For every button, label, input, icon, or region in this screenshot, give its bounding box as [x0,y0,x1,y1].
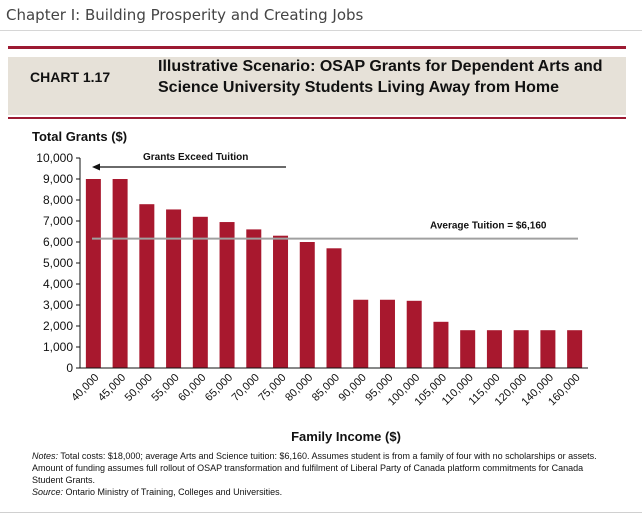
y-tick-label: 6,000 [43,235,73,249]
x-tick-label: 40,000 [69,372,101,404]
document-header: Chapter I: Building Prosperity and Creat… [6,6,364,24]
notes-text: Total costs: $18,000; average Arts and S… [32,451,597,485]
bar [166,209,182,368]
bar [567,330,583,368]
bar [540,330,556,368]
header-divider [0,30,642,31]
y-tick-label: 1,000 [43,340,73,354]
x-tick-label: 70,000 [230,372,262,404]
x-tick-label: 45,000 [96,372,128,404]
chart-container: CHART 1.17 Illustrative Scenario: OSAP G… [8,46,626,511]
bar [513,330,529,368]
x-tick-label: 60,000 [176,372,208,404]
y-tick-label: 5,000 [43,256,73,270]
x-tick-label: 55,000 [149,372,181,404]
annotation-arrow-head [92,163,100,171]
bar [353,299,369,368]
bar [85,179,101,368]
y-tick-label: 8,000 [43,193,73,207]
y-tick-label: 2,000 [43,319,73,333]
bar [246,229,262,368]
y-tick-label: 9,000 [43,172,73,186]
chart-title: Illustrative Scenario: OSAP Grants for D… [158,58,603,96]
source-text: Ontario Ministry of Training, Colleges a… [65,487,283,497]
y-tick-label: 3,000 [43,298,73,312]
annotation-label: Grants Exceed Tuition [143,152,248,163]
x-axis-label: Family Income ($) [291,429,401,444]
bar [192,216,208,368]
bar [139,204,155,368]
x-tick-label: 85,000 [310,372,342,404]
chart-title-band [8,57,626,115]
title-band-rule [8,117,626,119]
y-tick-label: 10,000 [36,151,73,165]
chart-number: CHART 1.17 [30,69,111,85]
x-tick-label: 65,000 [203,372,235,404]
bar [112,179,128,368]
y-tick-label: 7,000 [43,214,73,228]
bar [219,222,235,368]
x-tick-label: 75,000 [256,372,288,404]
bottom-rule [0,512,642,513]
x-tick-label: 50,000 [123,372,155,404]
bar [326,248,342,368]
bar [460,330,476,368]
x-tick-label: 80,000 [283,372,315,404]
average-tuition-label: Average Tuition = $6,160 [430,221,547,232]
bar [299,242,315,368]
bar [379,299,395,368]
bar [406,300,422,368]
y-tick-label: 4,000 [43,277,73,291]
notes-label: Notes: [32,451,59,461]
bar [486,330,502,368]
x-tick-label: 90,000 [337,372,369,404]
chart-notes: Notes: Total costs: $18,000; average Art… [32,450,612,498]
bar [433,321,449,368]
bar [273,235,289,368]
y-axis-label: Total Grants ($) [32,129,127,144]
source-label: Source: [32,487,64,497]
y-tick-label: 0 [66,361,73,375]
